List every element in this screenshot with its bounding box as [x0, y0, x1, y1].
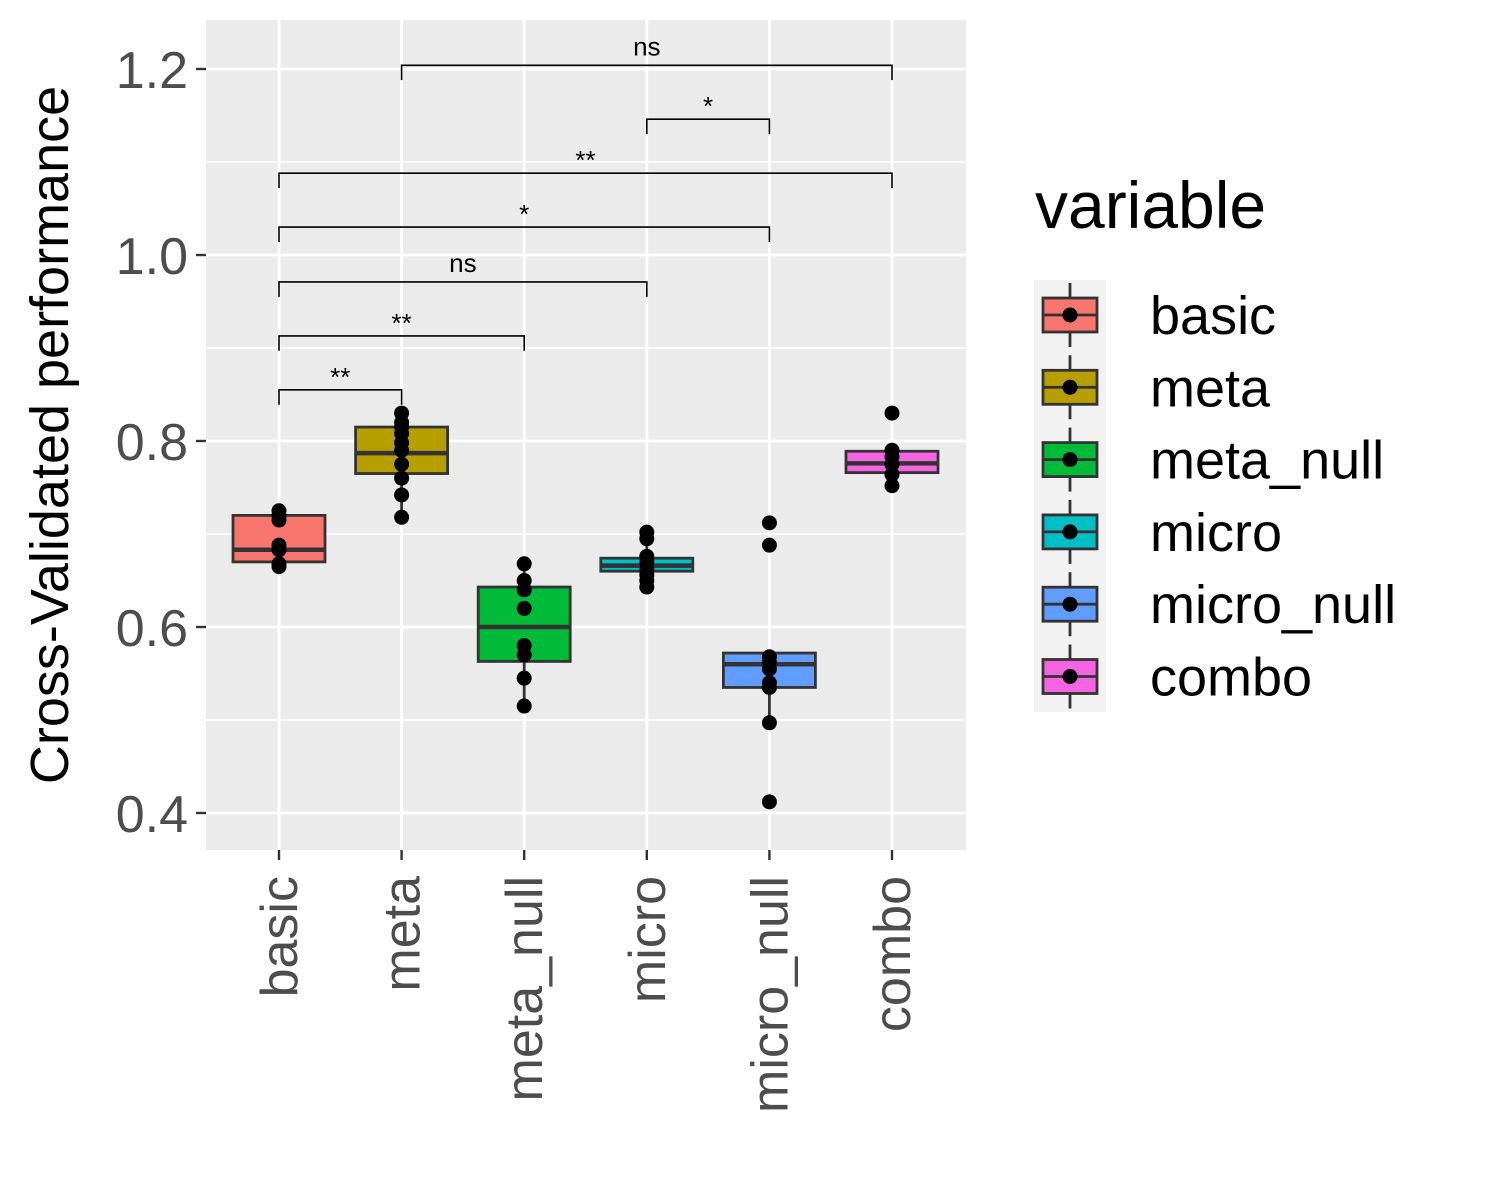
data-point — [516, 638, 532, 654]
legend-key-point — [1062, 452, 1078, 468]
x-tick-label: micro — [619, 876, 677, 1003]
bracket-basic-meta_null: ** — [278, 308, 526, 351]
legend-label: meta — [1150, 358, 1271, 418]
data-point — [394, 487, 410, 503]
data-point — [516, 556, 532, 572]
data-point — [516, 573, 532, 588]
bracket-line — [278, 335, 526, 351]
y-axis: 0.4 0.6 0.8 1.0 1.2 — [116, 42, 206, 844]
y-tick-label: 1.2 — [116, 42, 188, 100]
significance-label: ** — [330, 362, 350, 392]
legend-key-point — [1062, 669, 1078, 684]
data-point — [271, 503, 287, 519]
legend-item-meta: meta — [1041, 355, 1271, 420]
y-tick-label: 1.0 — [116, 228, 188, 286]
legend-item-micro_null: micro_null — [1041, 572, 1396, 637]
legend-key-point — [1062, 524, 1078, 540]
data-point — [394, 456, 410, 472]
significance-label: ns — [449, 248, 476, 278]
significance-label: ** — [575, 145, 595, 175]
legend-key-point — [1062, 307, 1078, 323]
data-point — [271, 556, 287, 572]
bracket-basic-meta: ** — [278, 362, 403, 405]
y-tick-label: 0.4 — [116, 786, 188, 844]
minor-gridlines — [206, 161, 966, 721]
data-point — [394, 470, 410, 486]
boxplot-meta_null — [476, 556, 572, 714]
data-point — [516, 670, 532, 686]
legend-label: micro_null — [1150, 575, 1396, 635]
boxplots — [231, 405, 940, 810]
x-tick-label: micro_null — [741, 876, 799, 1113]
bracket-basic-micro_null: * — [278, 199, 771, 242]
legend-item-micro: micro — [1041, 499, 1282, 564]
boxplot-combo — [844, 405, 940, 494]
bracket-basic-combo: ** — [278, 145, 893, 189]
significance-brackets: ****ns****ns — [278, 31, 893, 405]
bracket-meta-combo: ns — [400, 31, 893, 81]
x-tick-label: combo — [864, 876, 922, 1032]
data-point — [271, 537, 287, 553]
data-point — [394, 509, 410, 525]
bracket-line — [278, 226, 771, 242]
legend-key-point — [1062, 596, 1078, 612]
boxplot-micro_null — [722, 515, 817, 810]
x-tick-label: basic — [251, 876, 309, 997]
data-point — [516, 600, 532, 616]
data-point — [639, 548, 655, 564]
data-point — [761, 715, 777, 731]
bracket-line — [400, 64, 893, 81]
x-axis: basic meta meta_null micro micro_null combo — [251, 850, 922, 1113]
bracket-line — [278, 281, 648, 297]
legend-item-meta_null: meta_null — [1041, 427, 1384, 492]
bracket-micro-micro_null: * — [645, 91, 771, 135]
data-point — [516, 698, 532, 714]
x-tick-label: meta_null — [496, 876, 554, 1101]
data-point — [761, 537, 777, 553]
data-point — [761, 515, 777, 531]
bracket-line — [645, 118, 771, 135]
data-point — [639, 524, 655, 540]
bracket-line — [278, 389, 403, 405]
boxplot-meta — [354, 405, 450, 525]
significance-label: * — [703, 91, 713, 121]
y-axis-title: Cross-Validated performance — [20, 86, 80, 784]
boxplot-micro — [599, 524, 695, 595]
data-point — [761, 649, 777, 665]
data-point — [761, 794, 777, 810]
x-tick-label: meta — [374, 876, 432, 992]
bracket-basic-micro: ns — [278, 248, 648, 297]
legend-label: basic — [1150, 286, 1276, 346]
data-point — [884, 405, 900, 421]
data-point — [884, 442, 900, 458]
legend-item-combo: combo — [1041, 644, 1312, 709]
significance-label: ** — [391, 308, 411, 338]
y-tick-label: 0.6 — [116, 600, 188, 658]
data-point — [761, 675, 777, 691]
boxplot-basic — [231, 503, 327, 575]
legend-label: combo — [1150, 648, 1312, 708]
bracket-line — [278, 172, 893, 189]
legend-label: micro — [1150, 503, 1282, 563]
y-tick-label: 0.8 — [116, 414, 188, 472]
data-point — [884, 478, 900, 494]
plot-panel — [206, 20, 966, 850]
legend-title: variable — [1035, 168, 1266, 242]
legend-item-basic: basic — [1041, 283, 1276, 347]
data-point — [394, 405, 410, 421]
legend-label: meta_null — [1150, 431, 1384, 491]
significance-label: * — [519, 199, 529, 229]
legend-key-background — [1034, 280, 1106, 712]
significance-label: ns — [633, 31, 660, 61]
legend-key-point — [1062, 379, 1078, 395]
